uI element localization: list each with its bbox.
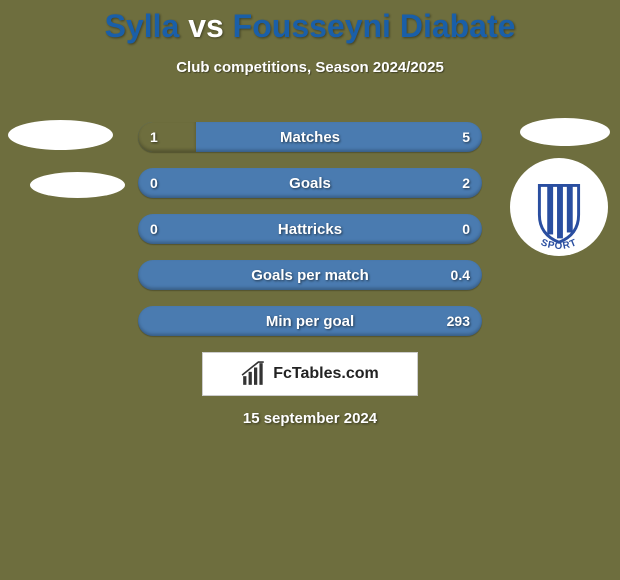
stat-row: Min per goal293 xyxy=(138,306,482,336)
player1-club-placeholder xyxy=(8,120,125,220)
stat-label: Hattricks xyxy=(138,221,482,238)
vs-text: vs xyxy=(188,8,224,44)
stat-value-right: 293 xyxy=(447,313,470,329)
chart-icon xyxy=(241,361,267,387)
player2-club-area: LAUSANNE SPORT xyxy=(510,118,610,256)
player1-name: Sylla xyxy=(105,8,180,44)
stat-row: Goals per match0.4 xyxy=(138,260,482,290)
stat-value-right: 5 xyxy=(462,129,470,145)
site-name: FcTables.com xyxy=(273,365,379,383)
stat-label: Goals per match xyxy=(138,267,482,284)
stat-value-right: 2 xyxy=(462,175,470,191)
page-title: Sylla vs Fousseyni Diabate xyxy=(0,0,620,45)
stat-row: 0Hattricks0 xyxy=(138,214,482,244)
ellipse-shape xyxy=(520,118,610,146)
stat-row: 0Goals2 xyxy=(138,168,482,198)
stat-label: Goals xyxy=(138,175,482,192)
badge-top-text: LAUSANNE xyxy=(526,158,593,170)
ellipse-shape xyxy=(8,120,113,150)
comparison-bars: 1Matches50Goals20Hattricks0Goals per mat… xyxy=(138,122,482,352)
site-logo: FcTables.com xyxy=(202,352,418,396)
stat-value-right: 0 xyxy=(462,221,470,237)
club-badge: LAUSANNE SPORT xyxy=(510,158,608,256)
date-text: 15 september 2024 xyxy=(0,410,620,427)
stat-value-right: 0.4 xyxy=(451,267,470,283)
stat-label: Matches xyxy=(138,129,482,146)
player2-name: Fousseyni Diabate xyxy=(233,8,516,44)
svg-text:LAUSANNE: LAUSANNE xyxy=(526,158,593,170)
subtitle: Club competitions, Season 2024/2025 xyxy=(0,59,620,76)
ellipse-shape xyxy=(30,172,125,198)
stat-label: Min per goal xyxy=(138,313,482,330)
stat-row: 1Matches5 xyxy=(138,122,482,152)
